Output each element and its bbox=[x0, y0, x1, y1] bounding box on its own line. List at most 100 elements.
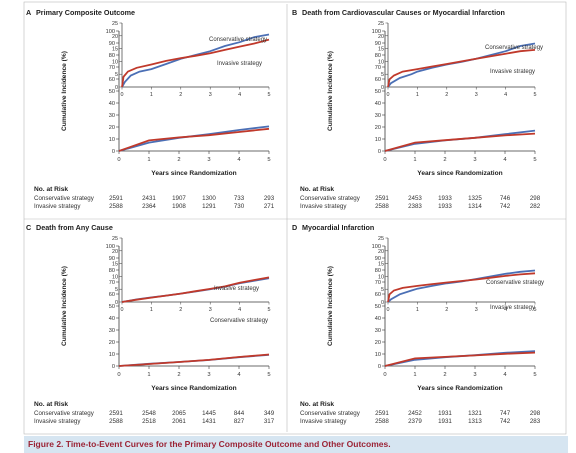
risk-value: 1933 bbox=[438, 195, 452, 202]
x-tick-label: 5 bbox=[533, 372, 536, 378]
panel-title: Death from Any Cause bbox=[36, 223, 113, 232]
y-axis-label: Cumulative Incidence (%) bbox=[61, 266, 68, 346]
x-tick-label: 3 bbox=[473, 372, 476, 378]
y-axis-label: Cumulative Incidence (%) bbox=[327, 266, 334, 346]
panel-c: C Death from Any Cause Cumulative Incidenc… bbox=[26, 223, 275, 425]
x-axis-label: Years since Randomization bbox=[151, 385, 236, 392]
y-tick-label: 70 bbox=[109, 65, 115, 71]
y-tick-label: 90 bbox=[375, 256, 381, 262]
inset-x-tick-label: 5 bbox=[268, 92, 271, 98]
inset-series-invasive bbox=[387, 49, 536, 88]
risk-value: 2591 bbox=[109, 410, 123, 417]
main-series-invasive bbox=[118, 353, 270, 367]
chart-canvas: A Primary Composite Outcome Cumulative Inc… bbox=[23, 1, 567, 435]
x-tick-label: 2 bbox=[177, 372, 180, 378]
y-tick-label: 10 bbox=[375, 352, 381, 358]
inset-y-tick-label: 20 bbox=[378, 34, 384, 40]
y-tick-label: 40 bbox=[109, 101, 115, 107]
risk-value: 2588 bbox=[109, 203, 123, 210]
inset-y-tick-label: 25 bbox=[378, 236, 384, 242]
inset-y-tick-label: 15 bbox=[378, 262, 384, 268]
inset-series-invasive bbox=[387, 272, 536, 303]
inset-label-invasive: Invasive strategy bbox=[490, 69, 535, 75]
inset-y-tick-label: 5 bbox=[115, 287, 118, 293]
x-tick-label: 1 bbox=[413, 157, 416, 163]
inset-x-tick-label: 4 bbox=[238, 307, 241, 313]
risk-value: 298 bbox=[530, 410, 541, 417]
inset-y-tick-label: 5 bbox=[381, 287, 384, 293]
inset-label-invasive: Invasive strategy bbox=[214, 286, 259, 292]
inset-x-tick-label: 5 bbox=[534, 307, 537, 313]
y-tick-label: 30 bbox=[375, 113, 381, 119]
x-axis-label: Years since Randomization bbox=[151, 170, 236, 177]
inset-x-tick-label: 3 bbox=[209, 307, 212, 313]
y-tick-label: 30 bbox=[109, 113, 115, 119]
x-tick-label: 1 bbox=[413, 372, 416, 378]
inset-x-tick-label: 3 bbox=[475, 307, 478, 313]
inset-x-tick-label: 0 bbox=[121, 307, 124, 313]
inset-x-tick-label: 3 bbox=[209, 92, 212, 98]
x-tick-label: 1 bbox=[147, 372, 150, 378]
inset-x-tick-label: 3 bbox=[475, 92, 478, 98]
inset-x-tick-label: 1 bbox=[416, 307, 419, 313]
y-tick-label: 40 bbox=[375, 316, 381, 322]
y-tick-label: 50 bbox=[109, 89, 115, 95]
risk-value: 2518 bbox=[142, 418, 156, 425]
main-series-conservative bbox=[384, 129, 536, 152]
y-tick-label: 100 bbox=[106, 29, 115, 35]
panel-title: Myocardial Infarction bbox=[302, 223, 374, 232]
inset-label-conservative: Conservative strategy bbox=[209, 37, 267, 43]
risk-value: 2591 bbox=[109, 195, 123, 202]
y-tick-label: 80 bbox=[375, 268, 381, 274]
risk-value: 2065 bbox=[172, 410, 186, 417]
inset-y-tick-label: 25 bbox=[112, 236, 118, 242]
inset-y-tick-label: 0 bbox=[381, 85, 384, 91]
y-tick-label: 30 bbox=[109, 328, 115, 334]
y-tick-label: 0 bbox=[112, 149, 115, 155]
risk-value: 283 bbox=[530, 418, 541, 425]
x-axis-label: Years since Randomization bbox=[417, 170, 502, 177]
y-tick-label: 80 bbox=[109, 268, 115, 274]
inset-x-tick-label: 1 bbox=[150, 92, 153, 98]
risk-value: 1931 bbox=[438, 410, 452, 417]
y-tick-label: 90 bbox=[375, 41, 381, 47]
risk-value: 2591 bbox=[375, 195, 389, 202]
risk-row-label: Invasive strategy bbox=[34, 203, 81, 210]
y-axis-label: Cumulative Incidence (%) bbox=[61, 51, 68, 131]
y-tick-label: 50 bbox=[375, 89, 381, 95]
risk-value: 2452 bbox=[408, 410, 422, 417]
risk-row-label: Conservative strategy bbox=[34, 410, 95, 417]
x-tick-label: 1 bbox=[147, 157, 150, 163]
risk-row-label: Invasive strategy bbox=[34, 418, 81, 425]
figure-frame bbox=[23, 1, 567, 435]
panel-label: C bbox=[26, 223, 31, 232]
y-tick-label: 70 bbox=[375, 65, 381, 71]
y-tick-label: 70 bbox=[109, 280, 115, 286]
risk-value: 827 bbox=[234, 418, 245, 425]
risk-value: 1931 bbox=[438, 418, 452, 425]
risk-value: 349 bbox=[264, 410, 275, 417]
risk-value: 844 bbox=[234, 410, 245, 417]
x-axis-label: Years since Randomization bbox=[417, 385, 502, 392]
risk-row-label: Invasive strategy bbox=[300, 203, 347, 210]
risk-value: 746 bbox=[500, 195, 511, 202]
inset-y-tick-label: 25 bbox=[378, 21, 384, 27]
inset-x-tick-label: 2 bbox=[179, 307, 182, 313]
inset-x-tick-label: 1 bbox=[416, 92, 419, 98]
y-tick-label: 0 bbox=[378, 149, 381, 155]
panel-label: D bbox=[292, 223, 297, 232]
risk-value: 1445 bbox=[202, 410, 216, 417]
risk-row-label: Conservative strategy bbox=[300, 410, 361, 417]
inset-label-conservative: Conservative strategy bbox=[486, 280, 544, 286]
x-tick-label: 4 bbox=[503, 372, 507, 378]
y-axis-label: Cumulative Incidence (%) bbox=[327, 51, 334, 131]
x-tick-label: 4 bbox=[237, 157, 241, 163]
inset-x-tick-label: 4 bbox=[504, 92, 507, 98]
main-series-invasive bbox=[384, 132, 536, 152]
main-series-invasive bbox=[384, 351, 536, 367]
x-tick-label: 0 bbox=[383, 372, 386, 378]
inset-y-tick-label: 10 bbox=[378, 274, 384, 280]
inset-y-tick-label: 10 bbox=[112, 274, 118, 280]
inset-y-tick-label: 20 bbox=[378, 249, 384, 255]
inset-x-tick-label: 4 bbox=[504, 307, 507, 313]
